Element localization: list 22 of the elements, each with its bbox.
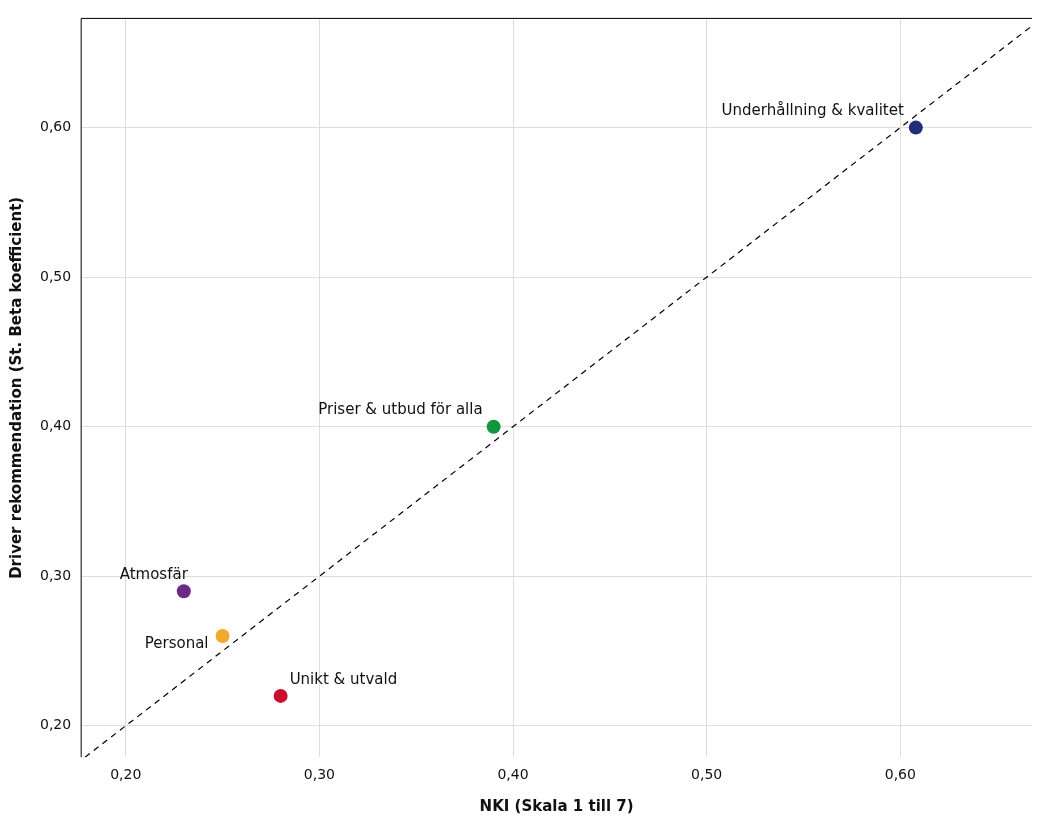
point — [215, 629, 230, 644]
y-tick-label: 0,40 — [40, 417, 72, 434]
series-label: Atmosfär — [119, 565, 189, 584]
point — [176, 584, 191, 599]
y-tick-label: 0,50 — [40, 267, 72, 284]
series-label: Unikt & utvald — [289, 669, 398, 688]
series-label: Priser & utbud för alla — [318, 399, 483, 418]
y-tick-label: 0,20 — [40, 716, 72, 733]
x-tick-label: 0,50 — [691, 766, 723, 783]
y-tick-label: 0,30 — [40, 566, 72, 583]
y-axis-title: Driver rekommendation (St. Beta koefficient) — [6, 196, 25, 579]
series-label: Underhållning & kvalitet — [721, 101, 904, 120]
x-tick-label: 0,60 — [884, 766, 916, 783]
x-tick-label: 0,30 — [303, 766, 335, 783]
point — [273, 688, 288, 703]
x-tick-label: 0,20 — [110, 766, 142, 783]
point — [486, 419, 501, 434]
x-axis-title: NKI (Skala 1 till 7) — [479, 796, 634, 815]
x-tick-label: 0,40 — [497, 766, 529, 783]
point — [908, 120, 923, 135]
y-tick-label: 0,60 — [40, 118, 72, 135]
series-label: Personal — [144, 633, 209, 652]
